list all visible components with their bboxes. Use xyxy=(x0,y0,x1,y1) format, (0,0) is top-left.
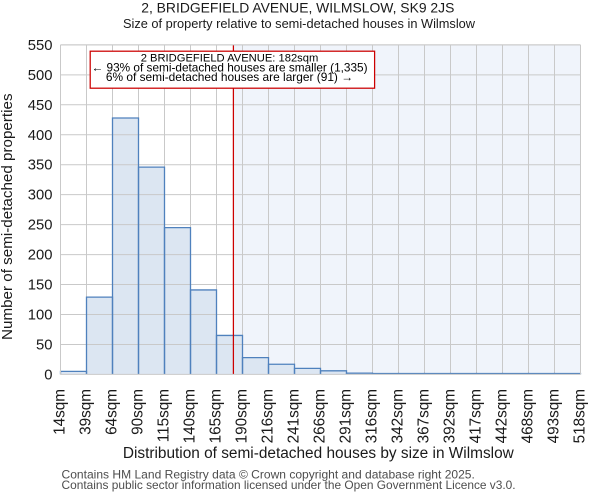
svg-text:39sqm: 39sqm xyxy=(77,389,94,435)
svg-text:100: 100 xyxy=(28,307,53,323)
svg-text:2, BRIDGEFIELD AVENUE, WILMSLO: 2, BRIDGEFIELD AVENUE, WILMSLOW, SK9 2JS xyxy=(141,0,454,16)
svg-text:6% of semi-detached houses are: 6% of semi-detached houses are larger (9… xyxy=(106,70,353,84)
svg-text:241sqm: 241sqm xyxy=(285,389,302,443)
svg-text:216sqm: 216sqm xyxy=(259,389,276,443)
svg-text:2 BRIDGEFIELD AVENUE: 182sqm: 2 BRIDGEFIELD AVENUE: 182sqm xyxy=(141,52,319,64)
svg-text:316sqm: 316sqm xyxy=(363,389,380,443)
svg-text:400: 400 xyxy=(28,128,53,144)
svg-text:Contains HM Land Registry data: Contains HM Land Registry data © Crown c… xyxy=(62,467,475,481)
svg-text:266sqm: 266sqm xyxy=(311,389,328,443)
svg-text:165sqm: 165sqm xyxy=(207,389,224,443)
svg-text:64sqm: 64sqm xyxy=(103,389,120,435)
svg-text:0: 0 xyxy=(44,367,52,383)
svg-text:50: 50 xyxy=(36,337,52,353)
svg-text:450: 450 xyxy=(28,98,53,114)
svg-text:150: 150 xyxy=(28,278,53,294)
svg-text:392sqm: 392sqm xyxy=(441,389,458,443)
svg-text:442sqm: 442sqm xyxy=(493,389,510,443)
svg-text:300: 300 xyxy=(28,188,53,204)
svg-text:Number of semi-detached proper: Number of semi-detached properties xyxy=(0,93,16,340)
svg-text:417sqm: 417sqm xyxy=(467,389,484,443)
svg-text:← 93% of semi-detached houses: ← 93% of semi-detached houses are smalle… xyxy=(91,60,367,74)
svg-text:550: 550 xyxy=(28,38,53,54)
svg-text:200: 200 xyxy=(28,248,53,264)
svg-text:367sqm: 367sqm xyxy=(415,389,432,443)
svg-text:115sqm: 115sqm xyxy=(155,389,172,442)
svg-text:291sqm: 291sqm xyxy=(337,389,354,443)
svg-text:140sqm: 140sqm xyxy=(181,389,198,443)
svg-text:468sqm: 468sqm xyxy=(519,389,536,443)
svg-text:Contains public sector informa: Contains public sector information licen… xyxy=(62,478,516,492)
svg-text:342sqm: 342sqm xyxy=(389,389,406,443)
svg-text:493sqm: 493sqm xyxy=(545,389,562,443)
svg-text:Distribution of semi-detached: Distribution of semi-detached houses by … xyxy=(123,445,515,462)
svg-text:500: 500 xyxy=(28,68,53,84)
svg-text:190sqm: 190sqm xyxy=(233,389,250,443)
svg-text:518sqm: 518sqm xyxy=(571,389,588,443)
svg-text:250: 250 xyxy=(28,218,53,234)
svg-text:350: 350 xyxy=(28,158,53,174)
svg-text:14sqm: 14sqm xyxy=(51,389,68,435)
svg-text:90sqm: 90sqm xyxy=(129,389,146,435)
svg-text:Size of property relative to s: Size of property relative to semi-detach… xyxy=(123,16,476,31)
